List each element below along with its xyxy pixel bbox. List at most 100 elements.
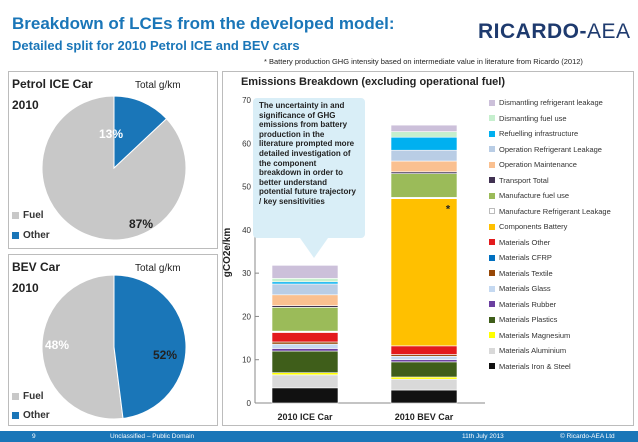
bev-pie-title: BEV Car: [12, 260, 61, 274]
logo-sub: AEA: [587, 20, 631, 43]
uncertainty-callout: The uncertainty in and significance of G…: [253, 98, 365, 238]
legend-label: Fuel: [23, 391, 44, 402]
legend-item: Dismantling fuel use: [489, 111, 633, 127]
bar-segment: [390, 136, 458, 151]
pie-label-other: 48%: [45, 338, 69, 352]
legend-label: Materials Aluminium: [499, 346, 567, 356]
legend-label: Materials Glass: [499, 284, 551, 294]
y-tick-label: 60: [242, 139, 251, 148]
bar-segment: [271, 307, 339, 332]
legend-item: Refuelling infrastructure: [489, 126, 633, 142]
legend-swatch: [489, 115, 495, 122]
bar-segment: [271, 374, 339, 389]
logo-separator: -: [579, 20, 587, 43]
legend-swatch: [12, 212, 19, 219]
legend-swatch: [489, 130, 495, 137]
legend-swatch: [489, 254, 495, 261]
legend-swatch: [489, 223, 495, 230]
pie-legend-other: Other: [12, 230, 50, 241]
legend-swatch: [489, 208, 495, 215]
legend-swatch: [489, 177, 495, 184]
bev-pie-unit: Total g/km: [135, 263, 181, 274]
legend-item: Operation Maintenance: [489, 157, 633, 173]
legend-item: Dismantling refrigerant leakage: [489, 95, 633, 111]
legend-swatch: [489, 332, 495, 339]
petrol-pie-year: 2010: [12, 98, 39, 112]
pie-label-other: 13%: [99, 127, 123, 141]
legend-label: Manufacture Refrigerant Leakage: [499, 206, 611, 216]
pie-label-fuel: 52%: [153, 348, 177, 362]
legend-swatch: [489, 99, 495, 106]
bar-segment: [390, 378, 458, 391]
bar-segment: [390, 376, 458, 380]
legend-label: Other: [23, 410, 50, 421]
legend-item: Manufacture Refrigerant Leakage: [489, 204, 633, 220]
legend-swatch: [489, 285, 495, 292]
pie-legend-other: Other: [12, 410, 50, 421]
footer-date: 11th July 2013: [462, 433, 504, 440]
legend-swatch: [489, 146, 495, 153]
legend-label: Materials Magnesium: [499, 330, 571, 340]
legend-item: Materials Rubber: [489, 297, 633, 313]
battery-annotation: *: [446, 204, 451, 216]
bar-segment: [390, 345, 458, 355]
ricardo-aea-logo: RICARDO-AEA: [478, 20, 631, 44]
bar-segment: [271, 372, 339, 376]
legend-item: Transport Total: [489, 173, 633, 189]
bar-segment: [390, 359, 458, 363]
bar-segment: [271, 278, 339, 283]
legend-swatch: [489, 363, 495, 370]
footer-copyright: © Ricardo-AEA Ltd: [560, 433, 615, 440]
y-tick-label: 40: [242, 226, 251, 235]
legend-swatch: [12, 232, 19, 239]
bar-segment: [390, 131, 458, 138]
x-category-label: 2010 BEV Car: [395, 412, 454, 422]
x-category-label: 2010 ICE Car: [277, 412, 333, 422]
bar-segment: [390, 198, 458, 347]
petrol-pie-title: Petrol ICE Car: [12, 77, 93, 91]
bar-segment: [390, 355, 458, 361]
legend-label: Dismantling refrigerant leakage: [499, 98, 603, 108]
legend-swatch: [489, 161, 495, 168]
legend-label: Materials Rubber: [499, 299, 557, 309]
pie-legend-fuel: Fuel: [12, 210, 44, 221]
y-tick-label: 10: [242, 356, 251, 365]
legend-label: Other: [23, 230, 50, 241]
legend-label: Materials Plastics: [499, 315, 558, 325]
pie-legend-fuel: Fuel: [12, 391, 44, 402]
slide-subtitle: Detailed split for 2010 Petrol ICE and B…: [12, 38, 300, 53]
legend-item: Manufacture fuel use: [489, 188, 633, 204]
legend-swatch: [489, 316, 495, 323]
page-number: 9: [32, 433, 36, 440]
bar-segment: [271, 332, 339, 343]
logo-main: RICARDO: [478, 20, 580, 43]
bar-segment: [271, 283, 339, 296]
bar-segment: [390, 173, 458, 198]
petrol-pie-chart: 13% 87%: [41, 95, 187, 240]
stacked-bar-plot: 0 10 20 30 40 50 60 70 2010 ICE Car 2010 BEV Car *: [242, 96, 485, 422]
legend-item: Materials Magnesium: [489, 328, 633, 344]
legend-label: Materials Iron & Steel: [499, 361, 571, 371]
chart-legend: Dismantling refrigerant leakage Dismantli…: [489, 95, 633, 374]
legend-item: Materials Aluminium: [489, 343, 633, 359]
legend-swatch: [12, 412, 19, 419]
legend-swatch: [489, 301, 495, 308]
bev-pie-year: 2010: [12, 281, 39, 295]
legend-label: Dismantling fuel use: [499, 113, 567, 123]
legend-label: Materials CFRP: [499, 253, 552, 263]
footnote: * Battery production GHG intensity based…: [264, 57, 583, 66]
y-tick-label: 0: [247, 399, 252, 408]
legend-item: Materials Iron & Steel: [489, 359, 633, 375]
legend-label: Transport Total: [499, 175, 549, 185]
legend-label: Materials Textile: [499, 268, 553, 278]
legend-item: Materials Other: [489, 235, 633, 251]
legend-swatch: [489, 347, 495, 354]
bev-pie-panel: BEV Car 2010 Total g/km 48% 52% Fuel Oth…: [8, 254, 218, 426]
bar-segment: [271, 350, 339, 373]
bev-pie-chart: 48% 52%: [41, 274, 187, 419]
y-tick-label: 30: [242, 269, 251, 278]
bar-segment: [271, 281, 339, 285]
legend-item: Materials CFRP: [489, 250, 633, 266]
bar-segment: [271, 341, 339, 345]
legend-label: Refuelling infrastructure: [499, 129, 579, 139]
